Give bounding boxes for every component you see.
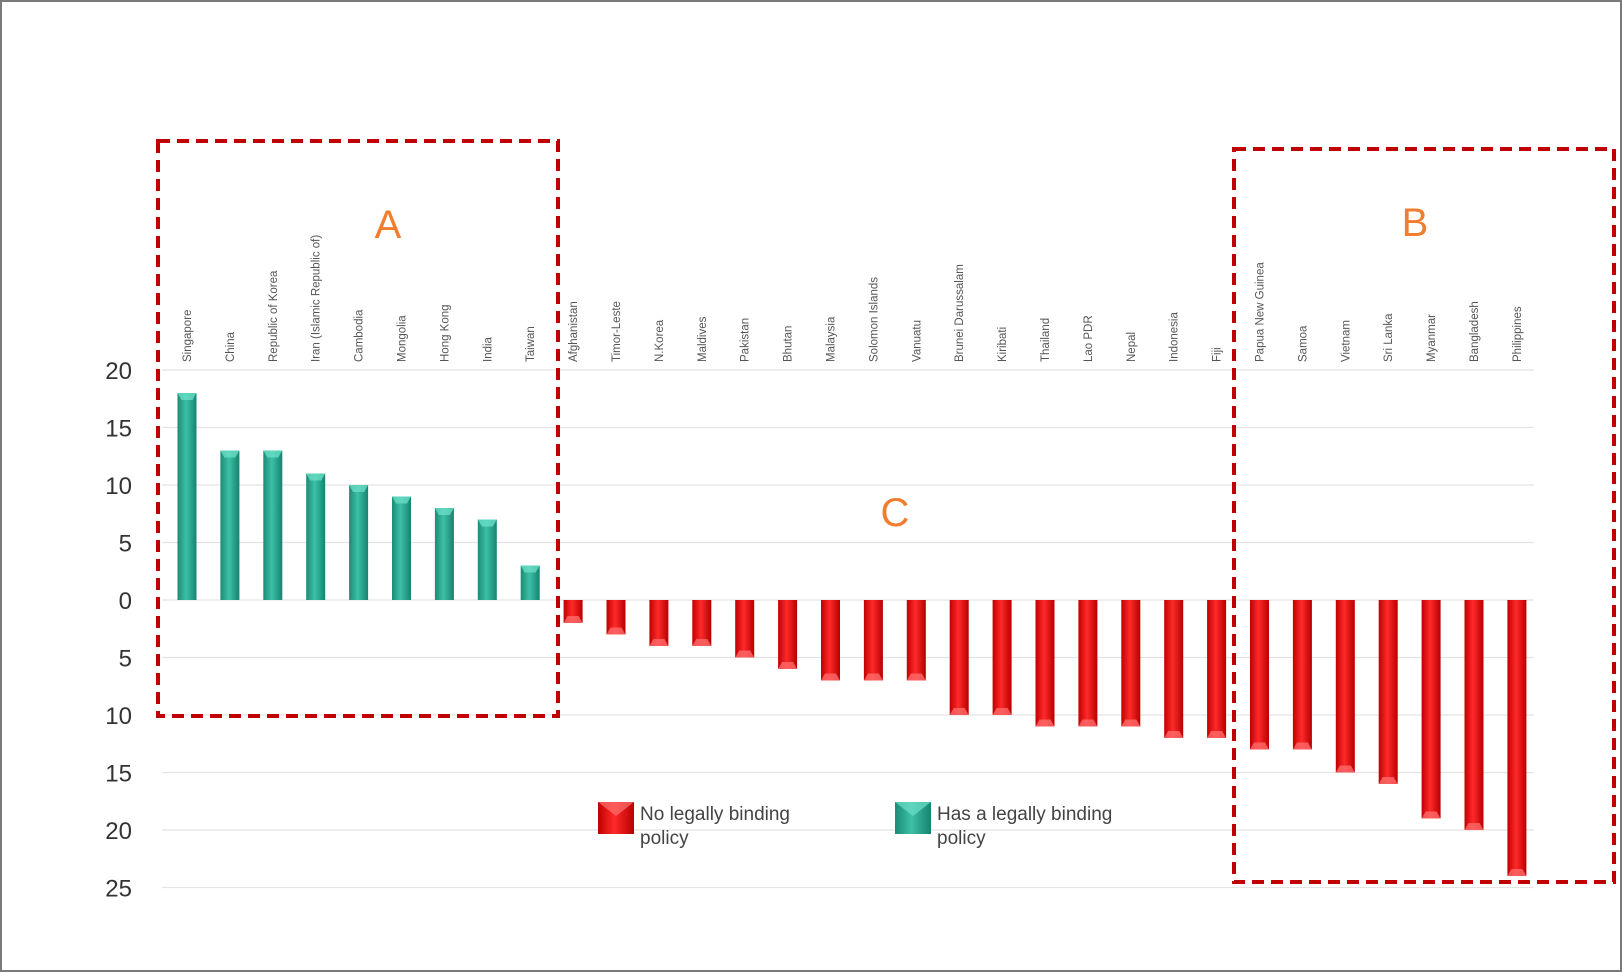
y-tick-label: 15 bbox=[105, 416, 132, 443]
category-label: India bbox=[482, 336, 494, 362]
category-label: Solomon Islands bbox=[868, 277, 880, 362]
bar-papua-new-guinea bbox=[1250, 600, 1269, 750]
category-label: Iran (Islamic Republic of) bbox=[311, 235, 323, 362]
bar-timor-leste bbox=[606, 600, 626, 635]
category-label: Hong Kong bbox=[439, 304, 451, 362]
category-label: N.Korea bbox=[654, 319, 666, 362]
category-label: Mongolia bbox=[397, 315, 409, 362]
bar-pakistan bbox=[735, 600, 755, 658]
category-label: Papua New Guinea bbox=[1255, 262, 1267, 362]
category-label: Afghanistan bbox=[568, 301, 580, 362]
y-tick-label: 10 bbox=[105, 703, 132, 730]
y-tick-label: 15 bbox=[105, 761, 132, 788]
bar-myanmar bbox=[1421, 600, 1441, 819]
category-label: Philippines bbox=[1512, 306, 1524, 362]
category-label: Bangladesh bbox=[1469, 301, 1481, 362]
region-label-c: C bbox=[881, 491, 910, 535]
legend-label: Has a legally binding bbox=[937, 804, 1112, 825]
bar-lao-pdr bbox=[1078, 600, 1098, 727]
category-label: Brunei Darussalam bbox=[954, 264, 966, 362]
legend-label: No legally binding bbox=[640, 804, 790, 825]
bar-thailand bbox=[1035, 600, 1055, 727]
category-label: Pakistan bbox=[740, 318, 752, 362]
category-label: Samoa bbox=[1297, 325, 1309, 362]
bar-bhutan bbox=[778, 600, 798, 669]
category-label: Kiribati bbox=[997, 327, 1009, 362]
y-tick-label: 20 bbox=[105, 818, 132, 845]
y-tick-label: 20 bbox=[105, 358, 132, 385]
gridlines bbox=[162, 369, 1534, 889]
category-label: China bbox=[225, 331, 237, 362]
bar-kiribati bbox=[992, 600, 1012, 715]
bar-malaysia bbox=[821, 600, 840, 681]
bar-sri-lanka bbox=[1378, 600, 1398, 784]
bar-samoa bbox=[1292, 600, 1312, 750]
category-label: Lao PDR bbox=[1083, 315, 1095, 362]
bar-mongolia bbox=[392, 496, 411, 600]
category-label: Sri Lanka bbox=[1383, 313, 1395, 362]
bar-maldives bbox=[692, 600, 712, 646]
y-tick-label: 10 bbox=[105, 473, 132, 500]
bars bbox=[177, 393, 1527, 876]
region-label-b: B bbox=[1402, 201, 1429, 245]
category-labels: Singapore China Republic of Korea Iran (Isl… bbox=[182, 235, 1524, 362]
bar-indonesia bbox=[1164, 600, 1184, 738]
category-label: Indonesia bbox=[1169, 312, 1181, 362]
bar-philippines bbox=[1507, 600, 1527, 876]
category-label: Cambodia bbox=[354, 309, 366, 362]
bar-singapore bbox=[177, 393, 197, 600]
y-tick-label: 25 bbox=[105, 876, 132, 903]
bar-vietnam bbox=[1335, 600, 1355, 773]
region-a-box bbox=[156, 139, 560, 718]
bar-fiji bbox=[1207, 600, 1227, 738]
bar-vanuatu bbox=[906, 600, 926, 681]
category-label: Fiji bbox=[1212, 347, 1224, 362]
bar-taiwan bbox=[520, 565, 540, 600]
category-label: Thailand bbox=[1040, 318, 1052, 362]
category-label: Taiwan bbox=[525, 326, 537, 362]
bar-nepal bbox=[1121, 600, 1141, 727]
legend-label: policy bbox=[937, 828, 986, 849]
y-tick-label: 5 bbox=[119, 531, 132, 558]
bar-n-korea bbox=[649, 600, 669, 646]
category-label: Vietnam bbox=[1340, 320, 1352, 362]
region-b-box bbox=[1232, 147, 1616, 884]
category-label: Republic of Korea bbox=[268, 270, 280, 362]
category-label: Bhutan bbox=[783, 326, 795, 362]
bar-republic-of-korea bbox=[263, 450, 283, 600]
legend-label: policy bbox=[640, 828, 689, 849]
legend-item: No legally binding policy bbox=[598, 802, 790, 849]
category-label: Nepal bbox=[1126, 332, 1138, 362]
y-tick-label: 0 bbox=[119, 588, 132, 615]
bar-brunei-darussalam bbox=[949, 600, 969, 715]
bar-afghanistan bbox=[563, 600, 583, 623]
bar-iran-islamic-republic-of- bbox=[306, 473, 326, 600]
category-label: Maldives bbox=[697, 316, 709, 362]
y-tick-label: 5 bbox=[119, 646, 132, 673]
bar-solomon-islands bbox=[863, 600, 883, 681]
bar-hong-kong bbox=[434, 508, 454, 600]
bar-china bbox=[220, 450, 240, 600]
category-label: Singapore bbox=[182, 310, 194, 362]
y-axis-ticks: 20 15 10 5 0 5 10 15 20 25 bbox=[105, 358, 132, 903]
bar-bangladesh bbox=[1464, 600, 1484, 830]
bar-cambodia bbox=[349, 485, 369, 600]
bar-india bbox=[477, 519, 497, 600]
category-label: Malaysia bbox=[826, 316, 838, 362]
category-label: Vanuatu bbox=[911, 320, 923, 362]
annotations: A B C bbox=[156, 139, 1616, 884]
category-label: Myanmar bbox=[1426, 314, 1438, 362]
legend-item: Has a legally binding policy bbox=[895, 802, 1112, 849]
region-label-a: A bbox=[375, 203, 402, 247]
category-label: Timor-Leste bbox=[611, 301, 623, 362]
